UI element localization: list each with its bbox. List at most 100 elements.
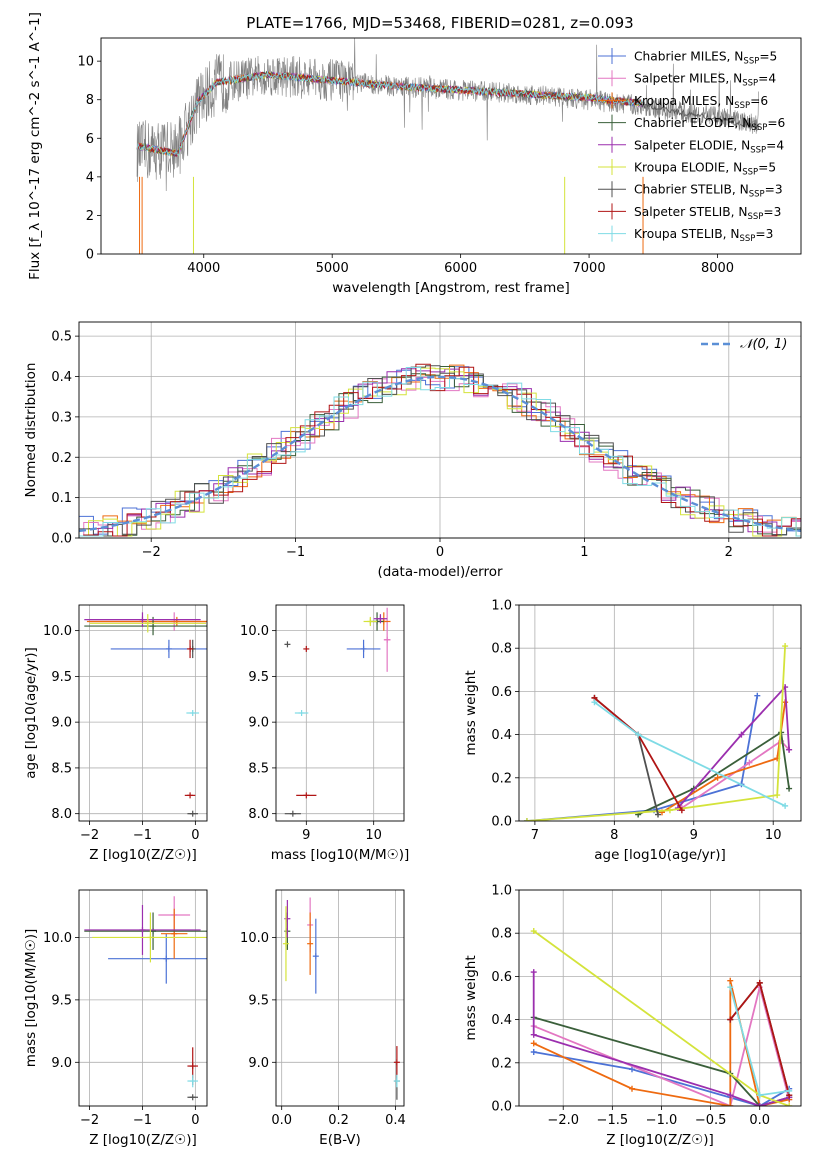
errorbar-point-10 — [186, 710, 200, 716]
x-tick-label: 8 — [610, 828, 618, 843]
axes-frame — [78, 321, 802, 539]
x-tick-label: 4000 — [187, 261, 220, 276]
y-tick-label: 10.0 — [43, 931, 72, 946]
legend: Chabrier MILES, NSSP=5 Salpeter MILES, NS… — [598, 48, 785, 244]
x-axis-label: Z [log10(Z/Z☉)] — [606, 1132, 714, 1148]
x-axis-label: E(B-V) — [319, 1132, 361, 1148]
x-axis-label: age [log10(age/yr)] — [594, 847, 726, 863]
legend-label-5: Kroupa ELODIE, NSSP=5 — [634, 161, 776, 178]
x-axis-label: Z [log10(Z/Z☉)] — [89, 1132, 197, 1148]
y-tick-label: 10.0 — [43, 624, 72, 639]
y-tick-label: 0.2 — [491, 771, 512, 786]
errorbar-point-5 — [282, 906, 289, 982]
y-tick-label: 9.0 — [248, 716, 269, 731]
weight-marker — [727, 984, 734, 991]
y-tick-label: 0.6 — [491, 970, 512, 985]
y-tick-label: 8.0 — [51, 807, 72, 822]
weight-line-7 — [593, 697, 683, 811]
panel-residuals: −2 −1 0 1 2 0.0 0.1 0.2 0.3 0.4 0.5 (data-model)/er… — [23, 321, 802, 580]
y-tick-label: 9.0 — [51, 1056, 72, 1071]
legend-label-8: Kroupa STELIB, NSSP=3 — [634, 227, 773, 244]
x-tick-label: −1.0 — [646, 1113, 678, 1128]
x-tick-label: −1 — [133, 1113, 152, 1128]
legend-label-3: Chabrier ELODIE, NSSP=6 — [634, 116, 785, 133]
errorbar-point-4 — [84, 612, 201, 627]
x-tick-label: 0 — [436, 545, 444, 560]
x-tick-label: −2.0 — [547, 1113, 579, 1128]
y-tick-label: 9.5 — [248, 993, 269, 1008]
x-tick-label: −1.5 — [597, 1113, 629, 1128]
weight-marker — [591, 699, 598, 706]
y-tick-label: 0.4 — [491, 728, 512, 743]
y-tick-label: 0.4 — [491, 1013, 512, 1028]
weight-marker — [714, 774, 721, 781]
weight-line-5 — [526, 645, 786, 821]
x-tick-label: 0 — [191, 1113, 199, 1128]
legend-gaussian-label: 𝒩(0, 1) — [740, 337, 787, 352]
x-tick-label: 9 — [302, 828, 310, 843]
weight-line-6 — [593, 697, 659, 815]
y-tick-label: 1.0 — [491, 884, 512, 899]
weight-line-3 — [637, 730, 790, 816]
errorbar-point-2 — [307, 912, 314, 975]
errorbar-point-0 — [346, 639, 381, 659]
histogram-5 — [79, 367, 801, 537]
weight-marker — [782, 802, 789, 809]
weight-line-0 — [533, 1051, 790, 1106]
y-tick-label: 9.5 — [51, 670, 72, 685]
legend-label-2: Kroupa MILES, NSSP=6 — [634, 94, 768, 111]
weight-marker — [774, 792, 781, 799]
x-tick-label: 10 — [765, 828, 782, 843]
y-tick-label: 0.5 — [51, 330, 72, 345]
errorbar-point-4 — [373, 614, 388, 624]
axes-frame — [518, 889, 802, 1107]
x-tick-label: −0.5 — [695, 1113, 727, 1128]
panel-age-vs-z: −2 −1 0 8.0 8.5 9.0 9.5 10.0 Z [log10(Z/Z☉)] age … — [23, 604, 208, 863]
x-tick-label: 9 — [690, 828, 698, 843]
weight-marker — [727, 1103, 734, 1106]
weight-marker — [530, 1040, 537, 1047]
axes-frame — [275, 604, 405, 822]
errorbar-point-6 — [187, 1094, 199, 1101]
errorbar-point-5 — [89, 614, 206, 633]
x-tick-label: 0 — [191, 828, 199, 843]
y-tick-label: 0.1 — [51, 491, 72, 506]
y-axis-label: Normed distribution — [23, 363, 39, 498]
x-tick-label: 0.0 — [749, 1113, 770, 1128]
plot-area-mass-vs-z — [84, 896, 207, 1101]
y-axis-label: mass [log10(M/M☉)] — [23, 929, 39, 1068]
histogram-6 — [79, 365, 801, 537]
y-tick-label: 8.5 — [248, 761, 269, 776]
x-tick-label: 0.4 — [385, 1113, 406, 1128]
legend-label-6: Chabrier STELIB, NSSP=3 — [634, 183, 783, 200]
x-tick-label: 2 — [725, 545, 733, 560]
panel-mass-vs-ebv: 0.0 0.2 0.4 9.0 9.5 10.0 E(B-V) — [240, 889, 406, 1148]
weight-marker — [756, 1092, 763, 1099]
weight-marker — [530, 1031, 537, 1038]
panel-spectrum: 4000 5000 6000 7000 8000 0 2 4 6 8 10 wavelength [A… — [27, 12, 802, 296]
data-spectrum — [136, 38, 759, 192]
panel-mass-vs-z: −2 −1 0 9.0 9.5 10.0 Z [log10(Z/Z☉)] mass [log1… — [23, 889, 208, 1148]
y-tick-label: 9.5 — [248, 670, 269, 685]
weight-marker — [756, 979, 763, 986]
errorbar-point-0 — [110, 639, 207, 659]
weight-marker — [678, 807, 685, 814]
x-tick-label: 10 — [365, 828, 382, 843]
weight-marker — [754, 692, 761, 699]
y-tick-label: 9.0 — [51, 716, 72, 731]
figure-title: PLATE=1766, MJD=53468, FIBERID=0281, z=0… — [246, 14, 633, 32]
errorbar-point-6 — [284, 810, 301, 817]
weight-marker — [786, 746, 793, 753]
errorbar-point-8 — [296, 792, 317, 799]
weight-line-1 — [681, 739, 790, 809]
x-tick-label: 0.2 — [328, 1113, 349, 1128]
errorbar-point-8 — [184, 792, 196, 799]
errorbar-point-2 — [160, 908, 188, 959]
weight-marker — [530, 1049, 537, 1055]
errorbar-point-5 — [92, 912, 207, 963]
y-axis-label: Flux [f_λ 10^-17 erg cm^-2 s^-1 A^-1] — [27, 12, 43, 280]
errorbar-point-3 — [84, 912, 207, 950]
y-tick-label: 10.0 — [240, 624, 269, 639]
errorbar-point-7 — [393, 1046, 400, 1079]
